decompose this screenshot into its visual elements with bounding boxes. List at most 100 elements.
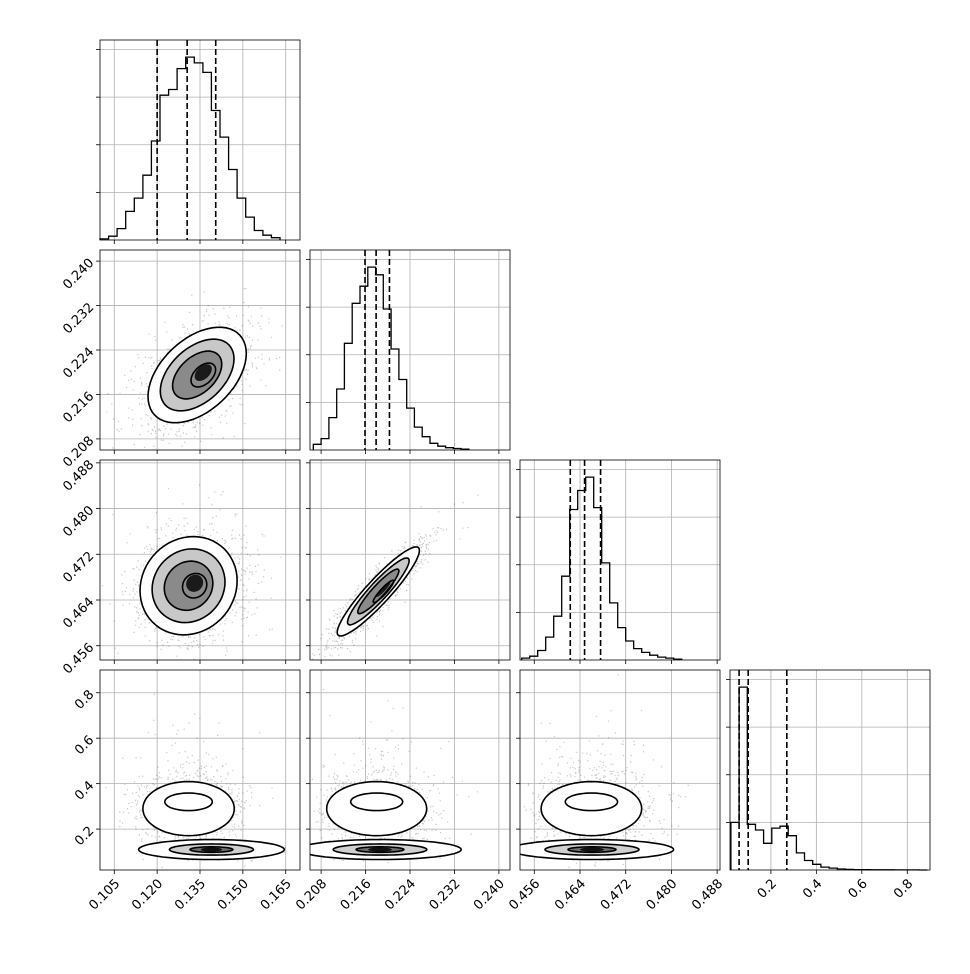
scatter-points [311,688,479,864]
contour-line [336,546,421,637]
x-tick-label: 0.456 [506,876,543,913]
contour-line [567,846,617,854]
contour-line [171,350,223,400]
panel-frame [729,669,931,871]
grid-lines [113,40,287,240]
contour-line [349,792,404,812]
grid-lines [770,670,908,870]
contour-line [189,846,234,854]
density-fill-upper-outer [541,781,642,836]
contour-line [540,780,643,837]
contour-line [544,843,640,856]
panel-content [520,674,689,868]
density-core [200,847,222,852]
panel-content [310,688,479,864]
x-tick-label: 0.488 [689,876,726,913]
density-core [186,574,204,592]
panel-frame [519,459,721,661]
grid-lines [320,250,500,450]
density-core [368,847,392,852]
grid-lines [310,670,510,870]
histogram-step-line [521,476,683,660]
x-tick-label: 0.4 [800,876,825,901]
contour-line [163,560,214,612]
density-fill-inner [357,569,399,614]
contour-line [346,557,411,626]
y-tick-label: 0.240 [60,256,97,293]
contour-line [159,338,235,412]
x-tick-label: 0.240 [471,876,508,913]
y-tick-label: 0.2 [72,824,97,849]
y-tick-label: 0.472 [60,549,97,586]
contour-line [332,843,428,856]
density-fill-upper-outer [142,781,235,836]
scatter-panel-1-4: 0.105 0.120 0.135 0.150 0.165 0.2 0.4 0.6 0.8 [72,669,301,913]
y-tick-label: 0.464 [60,595,97,632]
x-tick-label: 0.464 [552,876,589,913]
y-tick-label: 0.224 [60,345,97,382]
histogram-panel-2 [306,249,511,454]
y-tick-label: 0.480 [60,503,97,540]
panel-content [106,287,300,449]
contour-line [147,326,248,424]
x-tick-label: 0.224 [382,876,419,913]
panel-content [101,484,282,660]
panel-frame [519,669,721,871]
contour-line [163,792,214,812]
density-fill-upper-outer [326,781,427,836]
contour-line [151,548,226,624]
y-tick-label: 0.232 [60,300,97,337]
panel-content [312,494,479,660]
x-tick-label: 0.2 [755,876,780,901]
y-tick-label: 0.456 [60,640,97,677]
scatter-panel-2-4: 0.208 0.216 0.224 0.232 0.240 [293,669,511,913]
x-tick-label: 0.208 [293,876,330,913]
histogram-step-line [99,56,281,240]
density-core [194,364,212,381]
contour-line [190,362,217,388]
contour-line [142,780,236,837]
contour-line [355,846,405,854]
x-tick-label: 0.105 [86,876,123,913]
y-tick-label: 0.6 [72,733,97,758]
x-tick-label: 0.216 [338,876,375,913]
y-tick-label: 0.216 [60,389,97,426]
contour-line [520,838,675,861]
histogram-panel-4: 0.2 0.4 0.6 0.8 [726,669,931,902]
x-tick-label: 0.472 [598,876,635,913]
y-tick-label: 0.8 [72,687,97,712]
histogram-panel-3 [516,459,721,664]
x-tick-label: 0.120 [129,876,166,913]
contour-line [325,780,428,837]
contour-line [181,572,208,599]
grid-lines [533,460,718,660]
contour-line [137,838,286,861]
grid-lines [310,460,510,660]
contour-line [372,579,395,604]
scatter-points [101,484,282,660]
histogram-step-line [730,686,928,871]
scatter-panel-2-3 [306,459,511,664]
x-tick-label: 0.135 [172,876,209,913]
histogram-panel-1 [96,39,301,244]
y-tick-label: 0.4 [72,778,97,803]
contour-line [564,792,619,812]
grid-lines [520,670,720,870]
contour-line [168,843,255,856]
x-tick-label: 0.8 [891,876,916,901]
x-tick-label: 0.480 [644,876,681,913]
scatter-panel-3-4: 0.456 0.464 0.472 0.480 0.488 [506,669,726,913]
panel-content [105,693,286,868]
contour-line [139,535,238,636]
x-tick-label: 0.150 [215,876,252,913]
histogram-step-line [312,266,470,450]
x-tick-label: 0.232 [427,876,464,913]
contour-line [310,838,463,861]
density-core [376,581,391,597]
x-tick-label: 0.165 [258,876,295,913]
contour-line [356,568,400,615]
